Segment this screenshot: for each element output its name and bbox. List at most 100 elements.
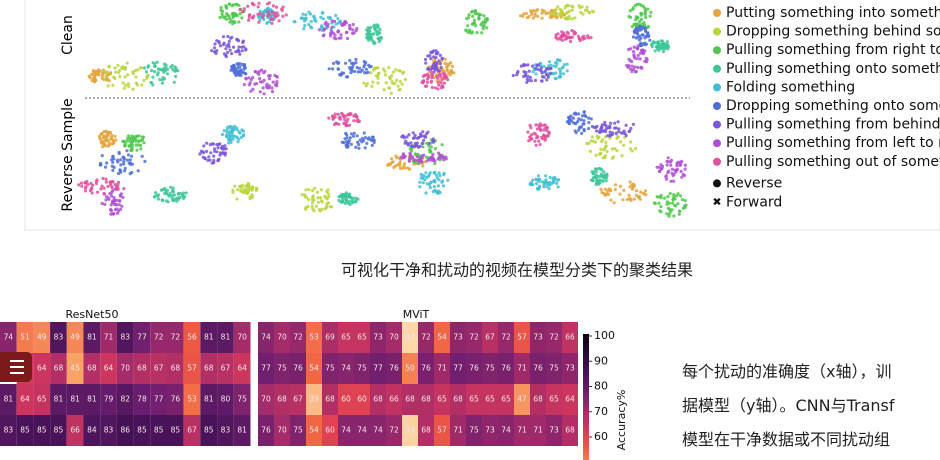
tsne-dot xyxy=(101,176,105,181)
tsne-dot xyxy=(443,57,447,61)
tsne-dot xyxy=(238,131,242,135)
tsne-dot xyxy=(221,35,226,39)
tsne-dot xyxy=(109,194,114,198)
tsne-dot xyxy=(328,34,333,38)
tsne-dot xyxy=(103,144,107,148)
cell-label: 68 xyxy=(171,364,181,373)
tsne-dot xyxy=(357,146,361,150)
cell-label: 53 xyxy=(187,395,197,404)
tsne-dot xyxy=(429,57,433,61)
tsne-dot xyxy=(413,158,417,162)
tsne-dot xyxy=(422,134,426,138)
tsne-dot xyxy=(355,27,359,31)
tsne-dot xyxy=(120,66,124,70)
tsne-dot xyxy=(603,135,608,139)
tsne-dot xyxy=(348,202,352,206)
tsne-dot xyxy=(637,195,641,199)
tsne-dot xyxy=(250,188,255,192)
tsne-dot xyxy=(434,173,438,177)
tsne-dot xyxy=(262,13,266,17)
cell-label: 81 xyxy=(204,333,214,342)
tsne-dot xyxy=(102,191,106,196)
cell-label: 81 xyxy=(4,395,14,404)
cell-label: 65 xyxy=(37,395,47,404)
tsne-dot xyxy=(448,62,452,66)
tsne-dot xyxy=(623,131,627,136)
heatmap-cell xyxy=(498,353,514,384)
tsne-dot xyxy=(116,187,120,191)
colorbar-label: Accuracy% xyxy=(615,390,628,451)
tsne-dot xyxy=(339,33,343,37)
tsne-dot xyxy=(441,179,445,183)
heatmap-cell xyxy=(217,384,234,415)
tsne-dot xyxy=(231,134,235,138)
tsne-dot xyxy=(437,83,441,87)
tsne-dot xyxy=(239,189,243,193)
cell-label: 77 xyxy=(261,364,271,373)
legend-dot xyxy=(713,27,721,36)
tsne-dot xyxy=(212,46,217,50)
tsne-dot xyxy=(442,172,446,177)
tsne-dot xyxy=(250,1,254,5)
tsne-dot xyxy=(421,130,425,134)
cell-label: 33 xyxy=(405,426,415,435)
cell-label: 81 xyxy=(70,395,80,404)
tsne-dot xyxy=(112,165,116,169)
tsne-dot xyxy=(122,162,126,166)
tsne-dot xyxy=(376,81,380,85)
tsne-dot xyxy=(247,76,251,80)
tsne-dot xyxy=(107,65,111,69)
tsne-dot xyxy=(122,86,126,90)
heatmap-cell xyxy=(482,415,498,446)
tsne-dot xyxy=(221,43,226,47)
tsne-dot xyxy=(127,144,131,148)
menu-icon[interactable] xyxy=(10,360,24,374)
tsne-dot xyxy=(439,75,443,79)
tsne-dot xyxy=(481,27,485,31)
tsne-dot xyxy=(452,71,456,75)
tsne-dot xyxy=(629,140,633,144)
tsne-dot xyxy=(240,128,244,132)
heatmap-cell xyxy=(16,322,34,353)
tsne-dot xyxy=(411,131,415,135)
cell-label: 75 xyxy=(293,426,303,435)
tsne-dot xyxy=(643,10,647,15)
legend-label: Pulling something out of someth xyxy=(726,154,940,170)
tsne-dot xyxy=(125,149,129,153)
tsne-dot xyxy=(429,50,433,55)
tsne-dot xyxy=(636,53,640,58)
tsne-dot xyxy=(307,10,311,14)
tsne-dot xyxy=(106,84,110,88)
tsne-dot xyxy=(302,27,306,31)
menu-button[interactable] xyxy=(0,352,32,382)
tsne-dot xyxy=(171,190,175,194)
heatmap-cell xyxy=(466,353,482,384)
tsne-dot xyxy=(260,80,264,84)
tsne-dot xyxy=(371,80,375,84)
tsne-dot xyxy=(531,183,535,187)
text-line: 模型在干净数据或不同扰动组 xyxy=(682,430,891,449)
tsne-dot xyxy=(212,161,216,165)
tsne-dot xyxy=(395,156,399,160)
tsne-dot xyxy=(556,178,560,182)
tsne-dot xyxy=(585,141,589,146)
heatmap-cell xyxy=(530,415,546,446)
tsne-dot xyxy=(354,145,358,149)
tsne-dot xyxy=(156,71,160,75)
tsne-dot xyxy=(101,139,105,143)
legend-dot xyxy=(713,179,721,188)
tsne-dot xyxy=(228,129,232,133)
tsne-dot xyxy=(100,145,105,149)
cell-label: 85 xyxy=(171,426,181,435)
tsne-dot xyxy=(210,49,214,53)
tsne-dot xyxy=(438,78,442,82)
legend-dot xyxy=(713,102,721,110)
tsne-dot xyxy=(560,66,564,70)
tsne-dot xyxy=(347,123,352,127)
tsne-dot xyxy=(166,200,170,204)
heatmap-cell xyxy=(418,322,434,353)
legend-label: Dropping something behind sor xyxy=(726,24,940,40)
tsne-dot xyxy=(345,140,349,144)
tsne-dot xyxy=(589,117,593,121)
